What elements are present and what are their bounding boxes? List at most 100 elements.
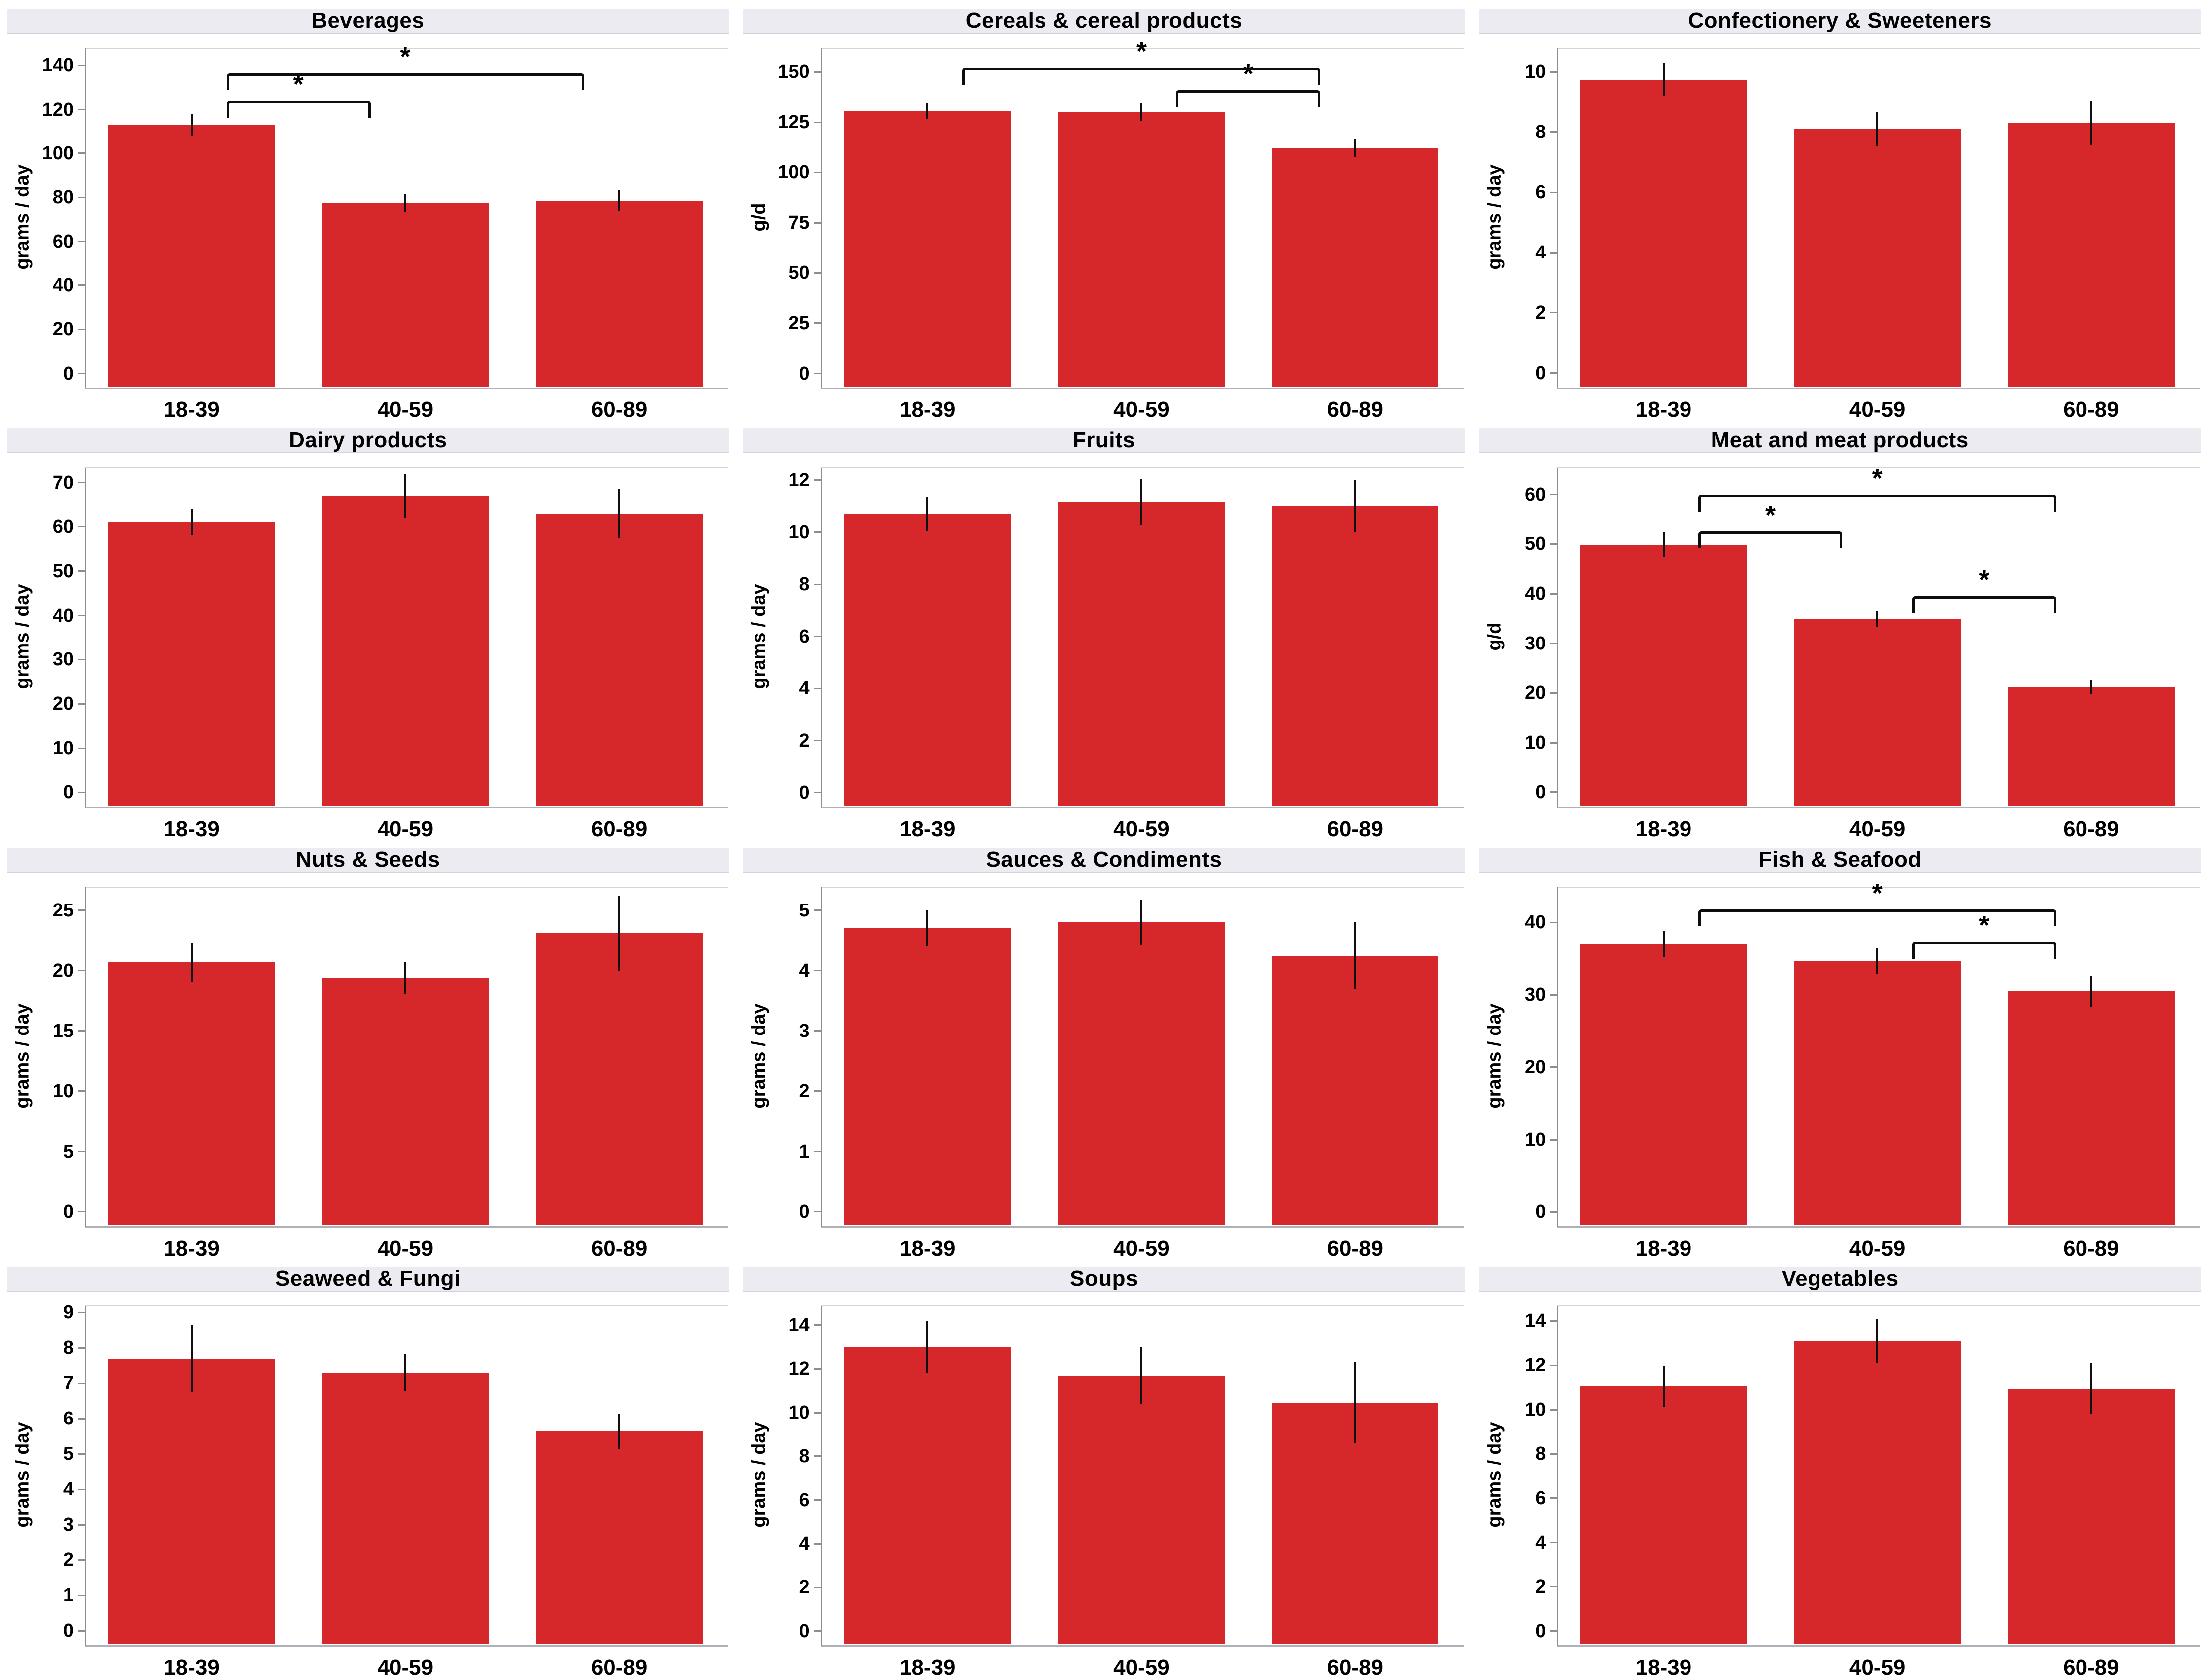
y-tick-mark <box>78 909 85 911</box>
bar-40-59 <box>1057 502 1225 806</box>
y-tick-label: 50 <box>1525 533 1546 555</box>
y-tick-mark <box>813 1151 821 1153</box>
bar-60-89 <box>1272 955 1439 1225</box>
significance-bracket <box>1698 531 1843 549</box>
error-bar <box>618 1413 621 1449</box>
y-tick-mark <box>813 636 821 638</box>
y-tick-mark <box>1550 71 1557 73</box>
x-tick-label: 60-89 <box>591 816 648 841</box>
bar-18-39 <box>108 1358 275 1645</box>
x-tick-label: 60-89 <box>591 397 648 422</box>
x-tick-label: 40-59 <box>1113 1236 1169 1261</box>
chart-panel-vegetables: Vegetables grams / day 0 2 4 6 8 10 12 14 18-39 40… <box>1472 1258 2208 1680</box>
chart-panel-beverages: Beverages grams / day 0 20 40 60 80 100 120 140 *… <box>0 0 736 422</box>
y-tick-mark <box>1550 1497 1557 1499</box>
y-tick-mark <box>78 747 85 749</box>
bar-18-39 <box>108 522 275 806</box>
y-tick-mark <box>78 1630 85 1632</box>
y-tick-label: 0 <box>63 363 74 384</box>
x-tick-label: 40-59 <box>1849 816 1906 841</box>
y-axis-label: grams / day <box>12 1422 33 1528</box>
y-axis-label: grams / day <box>12 584 33 689</box>
y-tick-mark <box>1550 1066 1557 1068</box>
significance-bracket <box>1912 596 2057 613</box>
bar-18-39 <box>1580 79 1747 387</box>
plot-area <box>820 886 1464 1228</box>
y-tick-label: 2 <box>63 1550 74 1571</box>
significance-asterisk: * <box>1979 910 1990 941</box>
y-tick-mark <box>1550 921 1557 923</box>
error-bar <box>1140 103 1143 122</box>
y-tick-mark <box>78 1211 85 1213</box>
y-tick-mark <box>813 687 821 689</box>
bar-40-59 <box>322 496 489 806</box>
y-tick-label: 14 <box>788 1314 810 1336</box>
y-tick-label: 1 <box>63 1585 74 1606</box>
plot-area <box>1557 886 2200 1228</box>
y-tick-label: 70 <box>52 472 74 493</box>
significance-asterisk: * <box>1979 564 1990 595</box>
error-bar <box>2090 1363 2092 1415</box>
y-tick-mark <box>813 121 821 123</box>
chart-title-strip: Beverages <box>7 8 729 34</box>
y-tick-mark <box>1550 191 1557 193</box>
y-tick-mark <box>78 1594 85 1596</box>
bar-18-39 <box>844 111 1011 387</box>
y-tick-label: 9 <box>63 1302 74 1323</box>
y-tick-mark <box>1550 1364 1557 1366</box>
y-tick-label: 30 <box>1525 984 1546 1006</box>
plot-area <box>820 467 1464 808</box>
bar-40-59 <box>1794 129 1961 387</box>
y-tick-mark <box>1550 494 1557 496</box>
error-bar <box>618 190 621 212</box>
y-tick-mark <box>813 1630 821 1632</box>
chart-title: Soups <box>1070 1266 1138 1291</box>
chart-title: Confectionery & Sweeteners <box>1688 8 1992 33</box>
y-tick-label: 10 <box>52 738 74 759</box>
plot-area <box>820 48 1464 389</box>
significance-asterisk: * <box>1243 58 1254 89</box>
significance-asterisk: * <box>1136 36 1147 67</box>
chart-title: Meat and meat products <box>1711 427 1969 452</box>
error-bar <box>404 474 406 518</box>
y-tick-mark <box>78 1524 85 1526</box>
y-tick-label: 5 <box>63 1443 74 1465</box>
y-tick-mark <box>78 284 85 286</box>
y-tick-mark <box>813 792 821 794</box>
bar-40-59 <box>1057 922 1225 1225</box>
y-tick-mark <box>1550 1586 1557 1588</box>
y-tick-label: 20 <box>52 319 74 340</box>
error-bar <box>1140 900 1143 946</box>
y-tick-label: 60 <box>1525 484 1546 505</box>
y-tick-label: 100 <box>778 162 810 183</box>
bar-18-39 <box>108 125 275 387</box>
y-tick-mark <box>78 1347 85 1349</box>
x-tick-label: 40-59 <box>1849 1655 1906 1680</box>
y-tick-mark <box>1550 372 1557 374</box>
bar-40-59 <box>322 203 489 387</box>
y-tick-mark <box>813 1211 821 1213</box>
y-tick-mark <box>813 909 821 911</box>
y-tick-mark <box>1550 643 1557 645</box>
y-tick-label: 2 <box>799 1080 810 1102</box>
y-tick-label: 20 <box>1525 682 1546 704</box>
y-tick-label: 0 <box>799 1620 810 1642</box>
bar-60-89 <box>2007 687 2175 806</box>
chart-title: Fish & Seafood <box>1758 847 1922 872</box>
chart-panel-nuts-seeds: Nuts & Seeds grams / day 0 5 10 15 20 25 18-39 4… <box>0 839 736 1261</box>
bar-60-89 <box>2007 1388 2175 1645</box>
y-tick-mark <box>813 1586 821 1588</box>
error-bar <box>1662 931 1665 957</box>
y-tick-label: 10 <box>1525 732 1546 754</box>
error-bar <box>2090 680 2092 694</box>
y-tick-label: 8 <box>1535 122 1546 143</box>
bar-18-39 <box>1580 1386 1747 1645</box>
y-tick-label: 1 <box>799 1141 810 1162</box>
bar-40-59 <box>1794 1341 1961 1645</box>
chart-title-strip: Meat and meat products <box>1479 428 2201 453</box>
chart-panel-soups: Soups grams / day 0 2 4 6 8 10 12 14 18-39 40-59 60… <box>736 1258 1472 1680</box>
x-tick-label: 18-39 <box>899 1655 956 1680</box>
error-bar <box>1662 63 1665 96</box>
y-tick-mark <box>1550 1630 1557 1632</box>
x-tick-label: 60-89 <box>1327 816 1384 841</box>
